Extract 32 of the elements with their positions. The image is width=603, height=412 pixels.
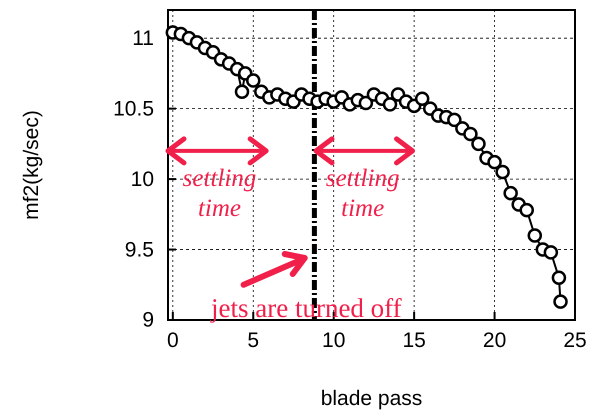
x-tick-label: 25 xyxy=(563,328,587,352)
annotation: jets are turned off xyxy=(210,293,402,324)
point xyxy=(519,202,534,218)
point xyxy=(471,136,486,152)
point xyxy=(463,126,478,142)
point xyxy=(414,92,430,106)
point xyxy=(553,294,568,309)
y-tick-label: 11 xyxy=(132,26,154,50)
point xyxy=(234,84,250,99)
point xyxy=(487,154,502,170)
point xyxy=(544,245,558,260)
x-tick-label: 5 xyxy=(247,328,260,352)
point xyxy=(447,112,462,128)
point xyxy=(503,186,518,200)
y-tick-label: 9 xyxy=(142,308,154,332)
x-tick-label: 15 xyxy=(402,328,426,352)
point xyxy=(382,97,398,112)
point xyxy=(495,164,510,180)
x-tick-label: 20 xyxy=(482,328,506,352)
x-tick-label: 10 xyxy=(322,328,346,352)
y-tick-label: 10.5 xyxy=(113,97,154,120)
point xyxy=(528,228,542,243)
point xyxy=(246,73,261,88)
y-tick-label: 9.5 xyxy=(124,238,154,262)
y-axis-title: mf2(kg/sec) xyxy=(20,110,43,220)
annotation: settling time xyxy=(326,165,400,222)
annotation: settling time xyxy=(182,165,256,222)
point xyxy=(358,96,374,110)
x-axis-title: blade pass xyxy=(320,387,422,410)
x-tick-label: 0 xyxy=(166,328,179,352)
point xyxy=(552,270,566,285)
y-tick-label: 10 xyxy=(130,168,154,191)
